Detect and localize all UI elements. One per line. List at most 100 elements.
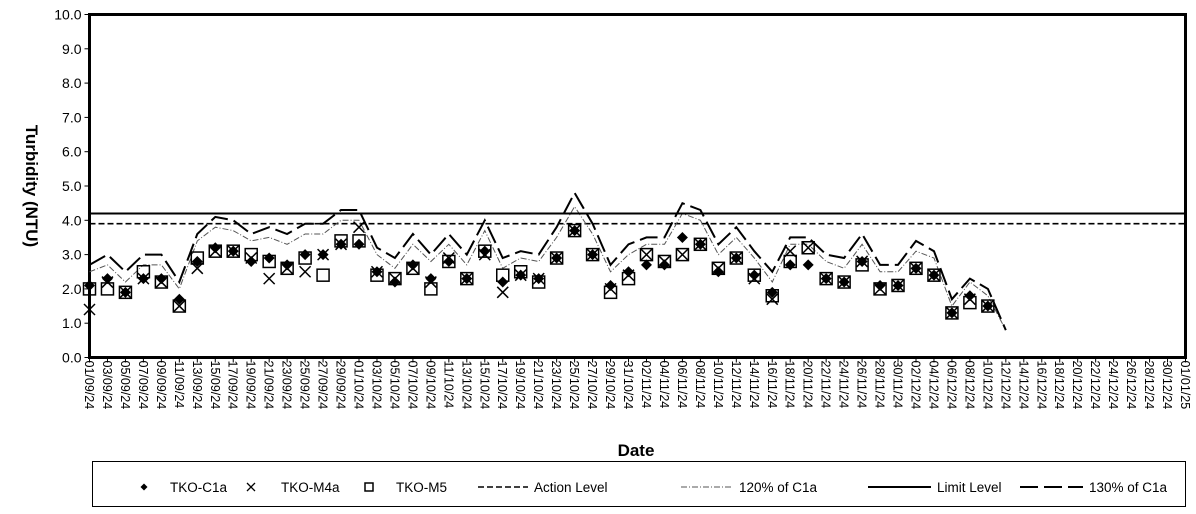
tko-m5-point (172, 299, 187, 313)
120-of-c1a-line (89, 205, 1007, 331)
tko-c1a-point (101, 273, 113, 285)
x-tick-label: 01/01/25 (1178, 361, 1192, 410)
legend-tko-c1a-symbol (140, 483, 148, 491)
x-tick-label: 07/10/24 (405, 361, 419, 410)
tko-m5-point (82, 282, 97, 296)
x-tick-label: 18/11/24 (783, 361, 797, 409)
tko-c1a-point (173, 293, 185, 305)
tko-m5-point (783, 254, 797, 269)
tko-m5-point (262, 254, 276, 269)
x-tick-label: 08/11/24 (693, 361, 707, 409)
x-tick-label: 08/12/24 (962, 361, 976, 410)
tko-m5-point (549, 251, 564, 265)
x-tick-label: 16/12/24 (1034, 361, 1048, 410)
tko-m4a-point (927, 269, 940, 282)
tko-m5-point (154, 275, 169, 289)
tko-m5-point (729, 251, 744, 265)
tko-m5-point (585, 247, 600, 262)
tko-m4a-point (891, 279, 905, 292)
tko-m4a-point (838, 276, 851, 289)
x-tick-label: 28/11/24 (873, 361, 887, 409)
tko-m4a-point (83, 303, 96, 316)
legend-130-of-c1a-label: 130% of C1a (1089, 480, 1168, 495)
x-tick-label: 23/10/24 (549, 361, 563, 410)
x-tick-label: 05/09/24 (118, 361, 132, 410)
x-tick-label: 09/09/24 (154, 361, 168, 410)
tko-m4a-point (766, 293, 779, 306)
tko-m5-point (657, 254, 672, 269)
tko-m4a-point (909, 262, 923, 275)
x-tick-label: 24/12/24 (1106, 361, 1120, 410)
y-tick-label: 6.0 (62, 144, 82, 160)
x-tick-label: 16/11/24 (765, 361, 779, 409)
x-tick-label: 13/10/24 (459, 361, 473, 410)
y-axis: 0.0 1.0 2.0 3.0 4.0 5.0 6.0 7.0 8.0 9.0 10.0 (54, 7, 90, 366)
x-tick-label: 15/10/24 (477, 361, 491, 410)
x-tick-label: 26/11/24 (855, 361, 869, 409)
tko-m5-point (873, 282, 887, 296)
y-tick-label: 8.0 (62, 75, 82, 91)
x-tick-label: 12/12/24 (998, 361, 1012, 410)
y-tick-label: 9.0 (62, 41, 82, 57)
tko-m4a-point (622, 269, 635, 282)
x-tick-label: 05/10/24 (387, 361, 401, 410)
tko-m5-point (352, 234, 366, 248)
tko-m5-point (747, 268, 762, 282)
tko-m5-point (567, 223, 582, 238)
tko-m4a-point (532, 272, 545, 285)
tko-m4a-point (299, 265, 312, 278)
tko-m4a-point (640, 248, 653, 261)
x-tick-label: 20/12/24 (1070, 361, 1084, 410)
y-tick-label: 1.0 (62, 315, 82, 331)
tko-m5-point (765, 289, 780, 303)
tko-c1a-point (425, 273, 437, 285)
tko-m4a-point (874, 282, 887, 295)
tko-m4a-point (856, 255, 869, 268)
tko-m5-point (981, 299, 995, 313)
x-tick-label: 25/10/24 (567, 361, 581, 410)
tko-m5-point (945, 306, 959, 320)
x-tick-label: 15/09/24 (208, 361, 222, 410)
x-tick-label: 19/09/24 (244, 361, 258, 410)
tko-m4a-point (460, 272, 473, 285)
tko-m5-point (495, 268, 510, 282)
tko-m5-point (424, 282, 438, 296)
tko-c1a-point (964, 290, 976, 302)
x-tick-label: 17/10/24 (495, 361, 509, 410)
x-tick-label: 09/10/24 (423, 361, 437, 410)
x-tick-label: 14/12/24 (1016, 361, 1030, 410)
tko-m5-point (460, 271, 474, 286)
x-tick-label: 10/12/24 (980, 361, 994, 410)
tko-m4a-point (137, 272, 150, 285)
y-tick-label: 4.0 (62, 212, 82, 228)
x-tick-label: 30/11/24 (891, 361, 905, 409)
tko-m5-point (801, 240, 815, 255)
tko-m5-point (639, 247, 654, 262)
tko-m4a-point (748, 272, 761, 285)
130-of-c1a-line (89, 190, 1007, 331)
legend: TKO-C1a TKO-M4a TKO-M5 Action Level 120% of … (92, 461, 1186, 507)
tko-m5-point (316, 268, 330, 282)
legend-120-of-c1a-label: 120% of C1a (739, 480, 818, 495)
tko-m5-point (675, 247, 690, 262)
x-tick-label: 06/12/24 (944, 361, 958, 410)
tko-m4a-point (317, 248, 330, 261)
legend-box (92, 461, 1186, 507)
tko-m4a-point (604, 282, 617, 295)
x-tick-label: 21/09/24 (262, 361, 276, 410)
tko-m4a-point (676, 248, 689, 261)
x-tick-label: 07/09/24 (136, 361, 150, 410)
tko-m5-point (280, 261, 294, 276)
y-tick-label: 10.0 (54, 7, 81, 23)
tko-c1a-point (676, 231, 688, 243)
x-tick-label: 06/11/24 (675, 361, 689, 409)
tko-m4a-point (442, 251, 455, 265)
tko-m4a-point (496, 286, 509, 299)
tko-m4a-point (820, 272, 833, 285)
tko-c1a-point (802, 259, 814, 271)
tko-m5-point (603, 285, 618, 300)
tko-m4a-point (352, 221, 366, 234)
tko-m4a-point (550, 251, 563, 265)
